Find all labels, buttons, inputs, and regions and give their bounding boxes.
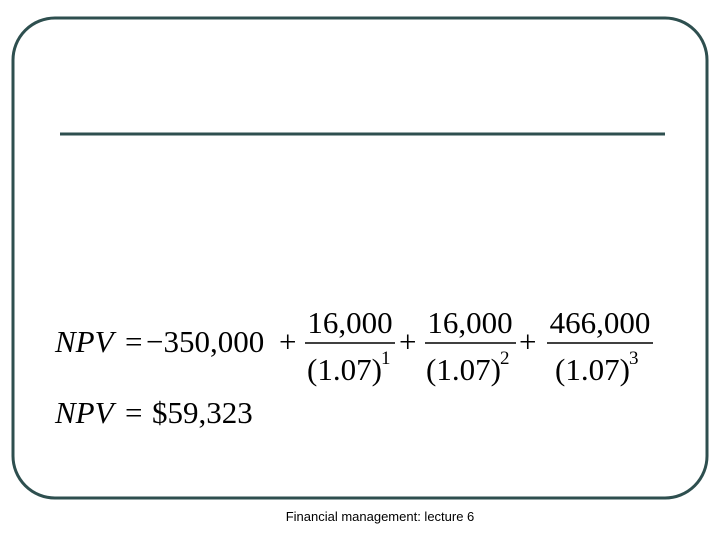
- denominator: (1.07): [555, 352, 630, 387]
- plus-sign: +: [399, 324, 416, 359]
- equals-sign: =: [125, 395, 142, 430]
- denominator: (1.07): [426, 352, 501, 387]
- initial-outlay: −350,000: [146, 324, 264, 359]
- plus-sign: +: [519, 324, 536, 359]
- numerator: 466,000: [550, 305, 651, 340]
- footer: Financial management: lecture 6: [286, 509, 475, 524]
- exponent: 3: [629, 348, 639, 369]
- plus-sign: +: [279, 324, 296, 359]
- npv-label: NPV: [54, 395, 117, 430]
- npv-result: $59,323: [152, 395, 253, 430]
- exponent: 2: [500, 348, 510, 369]
- denominator: (1.07): [307, 352, 382, 387]
- npv-label: NPV: [54, 324, 117, 359]
- numerator: 16,000: [307, 305, 392, 340]
- slide-frame: [11, 16, 709, 500]
- equals-sign: =: [125, 324, 142, 359]
- exponent: 1: [381, 348, 391, 369]
- numerator: 16,000: [427, 305, 512, 340]
